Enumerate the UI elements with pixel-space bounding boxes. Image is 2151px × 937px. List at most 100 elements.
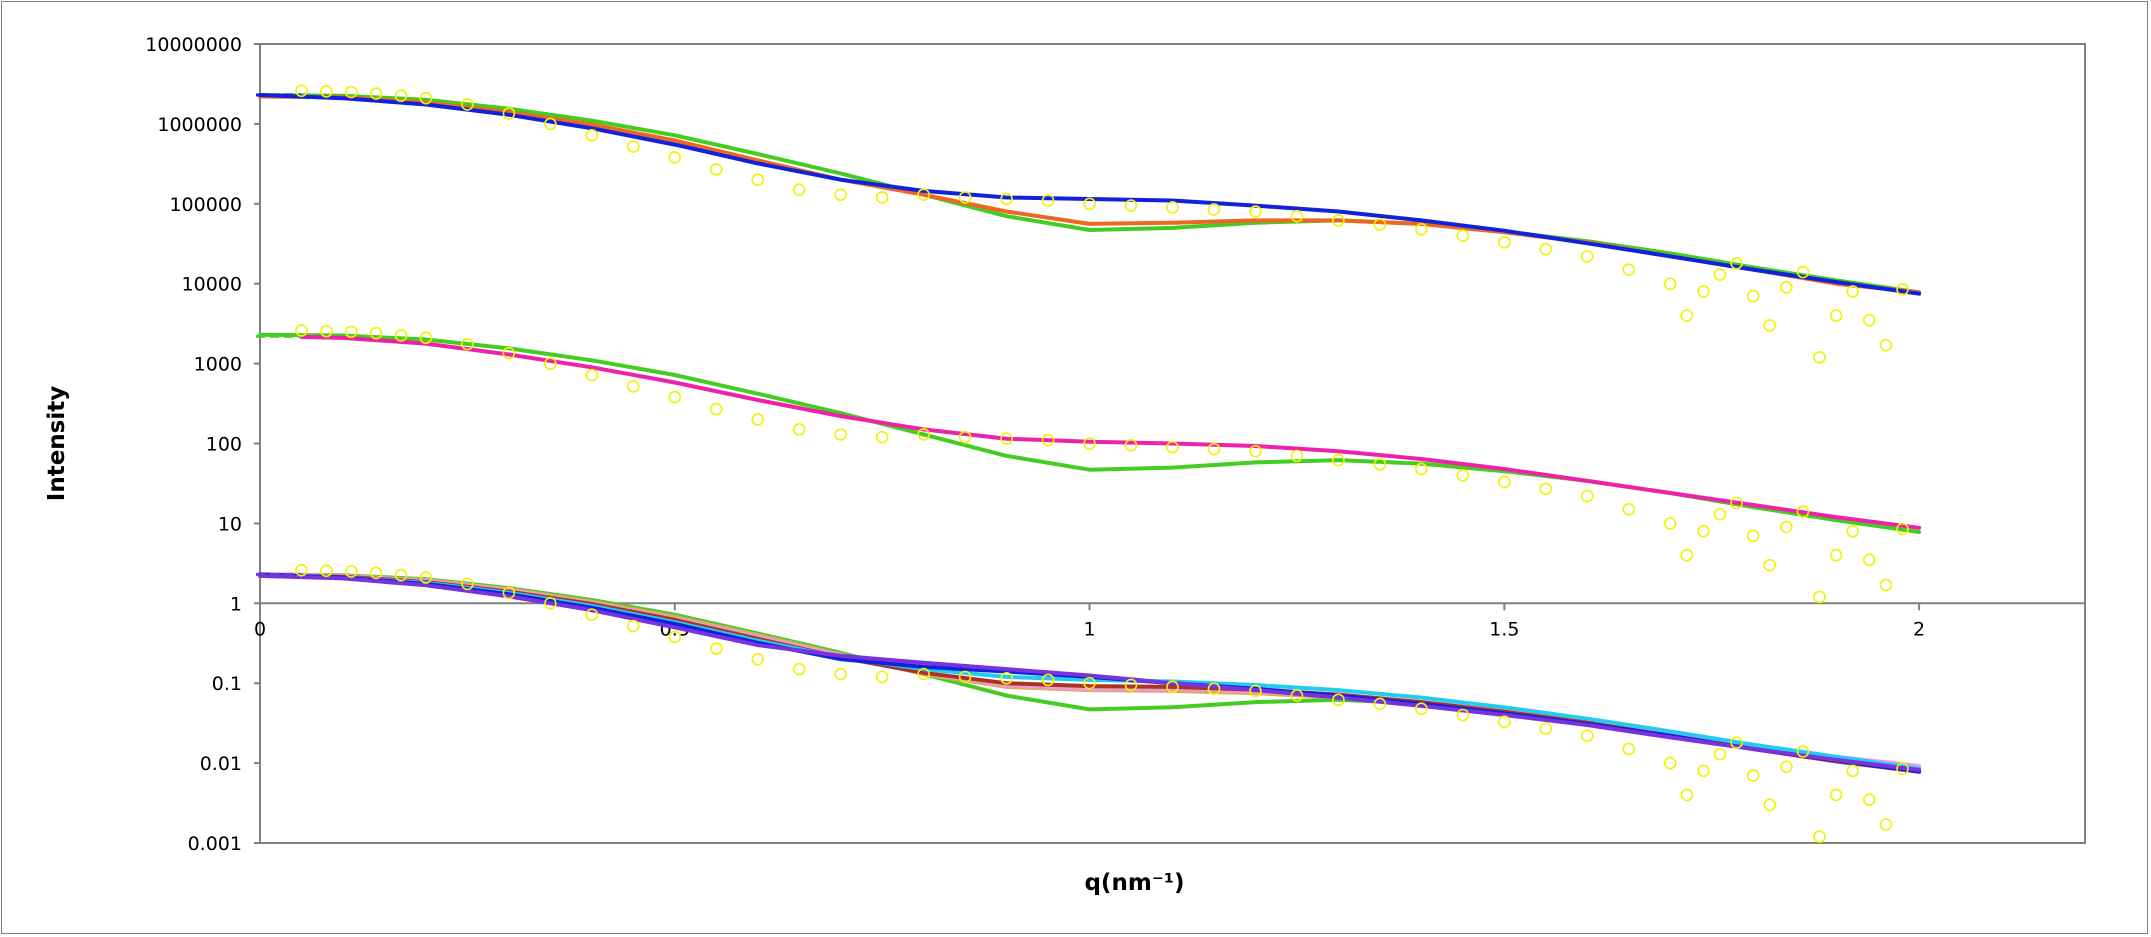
data-point <box>461 337 474 351</box>
data-point <box>1663 756 1677 770</box>
data-point <box>626 619 640 633</box>
x-axis: 0 0.5 1 1.5 2 <box>254 602 2085 640</box>
data-point <box>295 324 308 337</box>
data-point <box>1124 438 1138 452</box>
data-point <box>1249 684 1262 698</box>
data-point <box>1846 524 1860 538</box>
data-point <box>1456 468 1470 482</box>
data-point <box>1763 798 1777 812</box>
data-point <box>1373 697 1387 711</box>
data-point <box>1829 548 1843 562</box>
data-point <box>1124 678 1138 692</box>
y-axis-title: Intensity <box>44 386 70 501</box>
fit-curve <box>258 573 1922 772</box>
data-point <box>1680 788 1694 802</box>
data-point <box>917 428 930 441</box>
fit-curve <box>258 94 1922 295</box>
data-point <box>1713 268 1727 281</box>
data-point <box>668 630 682 644</box>
fit-curve <box>299 335 1922 530</box>
data-point <box>1083 676 1096 690</box>
data-point <box>958 670 972 684</box>
data-point <box>419 571 433 584</box>
data-point <box>1879 818 1893 831</box>
data-point <box>834 428 847 441</box>
data-point <box>419 331 433 345</box>
data-point <box>1083 437 1096 450</box>
data-point <box>1373 218 1387 231</box>
data-point <box>1415 462 1428 476</box>
data-point <box>1580 729 1594 743</box>
data-point <box>1680 309 1694 322</box>
data-point <box>792 423 806 436</box>
data-point <box>834 667 847 681</box>
data-point <box>668 390 682 404</box>
data-point <box>751 652 765 666</box>
data-point <box>1249 205 1262 218</box>
data-point <box>668 151 682 164</box>
x-axis-title: q(nm⁻¹) <box>1084 870 1184 896</box>
data-point <box>709 163 723 176</box>
data-point <box>1730 496 1743 510</box>
data-point <box>1290 449 1304 463</box>
data-point <box>875 670 889 684</box>
data-point <box>419 91 433 105</box>
y-tick-label: 0.001 <box>188 833 242 855</box>
data-point <box>1896 522 1909 536</box>
data-point <box>1415 222 1428 236</box>
fit-curve <box>258 332 1922 534</box>
y-tick-label: 0.1 <box>212 673 242 695</box>
data-point <box>1896 283 1909 296</box>
data-point <box>751 173 765 187</box>
data-point <box>1746 769 1760 782</box>
data-point <box>1713 507 1727 521</box>
data-point <box>320 324 333 338</box>
data-point <box>958 191 972 204</box>
data-point <box>1083 197 1096 211</box>
data-point <box>1539 722 1553 735</box>
data-point <box>1498 715 1511 728</box>
data-point <box>1697 524 1710 538</box>
data-point <box>320 85 333 98</box>
data-point <box>1846 285 1860 298</box>
data-point <box>1863 793 1876 806</box>
data-point <box>1863 313 1876 327</box>
data-point <box>1813 830 1826 843</box>
data-point <box>917 188 930 201</box>
data-point <box>1730 736 1743 750</box>
data-point <box>1498 475 1511 489</box>
data-point <box>709 642 723 656</box>
y-tick-label: 1000 <box>194 354 242 376</box>
data-point <box>1041 194 1055 207</box>
y-tick-label: 10000000 <box>145 34 242 56</box>
y-tick-label: 100000 <box>169 194 242 216</box>
data-point <box>626 379 640 393</box>
data-point <box>344 85 358 99</box>
data-point <box>1780 520 1793 534</box>
data-point <box>1896 762 1909 776</box>
data-point <box>875 191 889 204</box>
data-point <box>320 564 333 578</box>
x-tick-label: 1 <box>1083 618 1095 640</box>
data-point <box>1622 503 1636 516</box>
data-point <box>544 596 557 610</box>
data-point <box>394 89 408 103</box>
data-point <box>709 402 723 416</box>
data-point <box>502 107 516 120</box>
data-point <box>792 662 806 676</box>
data-point <box>1796 265 1810 279</box>
data-point <box>1041 433 1055 447</box>
data-point <box>1622 263 1636 276</box>
data-point <box>394 568 408 582</box>
data-point <box>1663 277 1677 291</box>
data-point <box>1332 453 1345 467</box>
data-point <box>1763 319 1777 332</box>
data-point <box>1763 558 1777 572</box>
data-point <box>1813 590 1826 604</box>
data-point <box>369 87 383 100</box>
data-point <box>1863 553 1876 567</box>
data-point <box>1697 764 1710 778</box>
data-point <box>1663 517 1677 530</box>
y-tick-label: 100 <box>206 434 242 456</box>
data-point <box>1249 444 1262 458</box>
